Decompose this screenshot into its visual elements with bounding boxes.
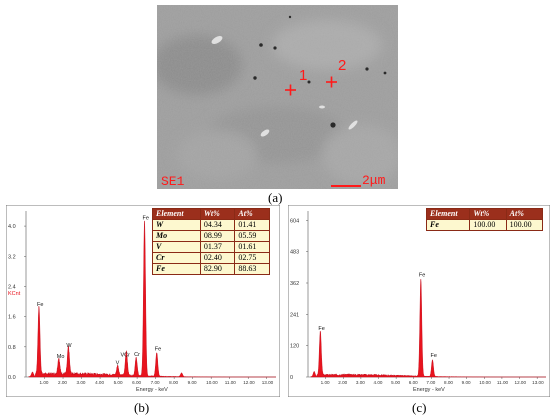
caption-b: (b) [134,400,150,415]
y-tick-label: 2.4 [8,284,16,290]
header-element: Element [425,208,471,220]
cell-element: Fe [152,263,201,275]
spectrum-area [310,278,546,378]
peak-label: W [66,343,72,349]
cell-at: 01.61 [234,241,270,253]
point-label-1: 1 [299,67,307,84]
x-tick-label: 5.00 [114,380,123,385]
x-tick-label: 12.00 [515,380,527,385]
peak-label: Fe [37,302,43,308]
y-tick-label: 0.8 [8,345,16,351]
y-unit-label: KCnt [8,291,21,297]
table-row: Mo 08.99 05.59 [152,230,270,242]
composition-table-c: Element Wt% At% Fe 100.00 100.00 [425,208,544,231]
sem-micrograph: 1 2 SE1 2μm [157,5,398,189]
table-row: Fe 100.00 100.00 [425,219,544,231]
x-tick-label: 9.00 [462,380,471,385]
y-tick-label: 241 [290,312,299,318]
x-tick-label: 7.00 [426,380,435,385]
x-tick-label: 3.00 [356,380,365,385]
y-tick-label: 0.0 [8,375,16,381]
peak-label: Fe [318,326,324,332]
cell-element: Fe [425,219,471,231]
x-tick-label: 5.00 [391,380,400,385]
y-tick-label: 3.2 [8,254,16,260]
cell-wt: 04.34 [199,219,236,231]
x-tick-label: 9.00 [188,380,197,385]
y-tick-label: 362 [290,281,299,287]
header-at: At% [505,208,544,220]
peak-label: Fe [143,215,149,221]
peak-label: Fe [430,353,436,359]
x-tick-label: 10.00 [206,380,218,385]
x-tick-label: 6.00 [409,380,418,385]
x-tick-label: 1.00 [321,380,330,385]
x-tick-label: 13.00 [262,380,274,385]
cell-element: Mo [152,230,201,242]
header-wt: Wt% [469,208,507,220]
y-tick-label: 4.0 [8,224,16,230]
header-wt: Wt% [199,208,236,220]
y-tick-label: 120 [290,344,299,350]
y-tick-label: 483 [290,250,299,256]
peak-label: Fe [155,347,161,353]
detector-mode-label: SE1 [161,174,185,189]
caption-a: (a) [268,190,283,205]
x-tick-label: 4.00 [374,380,383,385]
cell-wt: 08.99 [199,230,236,242]
x-tick-label: 2.00 [338,380,347,385]
x-tick-label: 12.00 [243,380,255,385]
cell-at: 02.75 [234,252,270,264]
cell-element: Cr [152,252,201,264]
header-element: Element [152,208,201,220]
header-at: At% [234,208,270,220]
x-tick-label: 13.00 [532,380,544,385]
peak-label: Cr [134,352,140,358]
y-tick-label: 0 [290,375,293,381]
x-tick-label: 2.00 [58,380,67,385]
y-tick-label: 604 [290,218,299,224]
cell-at: 88.63 [234,263,270,275]
table-row: Fe 82.90 88.63 [152,263,270,275]
x-tick-label: 7.00 [151,380,160,385]
eds-spectrum-c: 604 483 362 241 120 0 1.00 2.00 3.00 4.00 5.00 6.0… [288,205,550,397]
x-tick-label: 11.00 [225,380,237,385]
table-row: V 01.37 01.61 [152,241,270,253]
cell-element: V [152,241,201,253]
peak-label: Cr [124,352,130,358]
cell-wt: 100.00 [469,219,507,231]
x-axis-label: Energy - keV [136,387,168,393]
peak-label: V [116,361,120,367]
x-tick-label: 11.00 [497,380,509,385]
spectrum-area [28,220,276,378]
cell-wt: 82.90 [199,263,236,275]
scale-bar-label: 2μm [362,173,386,188]
y-tick-label: 1.6 [8,315,16,321]
x-axis-label: Energy - keV [413,387,445,393]
table-row: W 04.34 01.41 [152,219,270,231]
x-tick-label: 8.00 [444,380,453,385]
cell-at: 01.41 [234,219,270,231]
cell-element: W [152,219,201,231]
x-tick-label: 3.00 [77,380,86,385]
peak-label: V [121,353,125,359]
x-tick-label: 4.00 [95,380,104,385]
table-row: Cr 02.40 02.75 [152,252,270,264]
x-tick-label: 8.00 [169,380,178,385]
x-tick-label: 6.00 [132,380,141,385]
x-tick-label: 1.00 [40,380,49,385]
point-label-2: 2 [338,57,346,74]
peak-label: Mo [57,354,65,360]
cell-at: 05.59 [234,230,270,242]
x-tick-label: 10.00 [479,380,491,385]
cell-at: 100.00 [505,219,544,231]
composition-table-b: Element Wt% At% W 04.34 01.41 Mo 08.99 0… [152,208,270,275]
caption-c: (c) [412,400,427,415]
cell-wt: 02.40 [199,252,236,264]
cell-wt: 01.37 [199,241,236,253]
peak-label: Fe [419,273,425,279]
